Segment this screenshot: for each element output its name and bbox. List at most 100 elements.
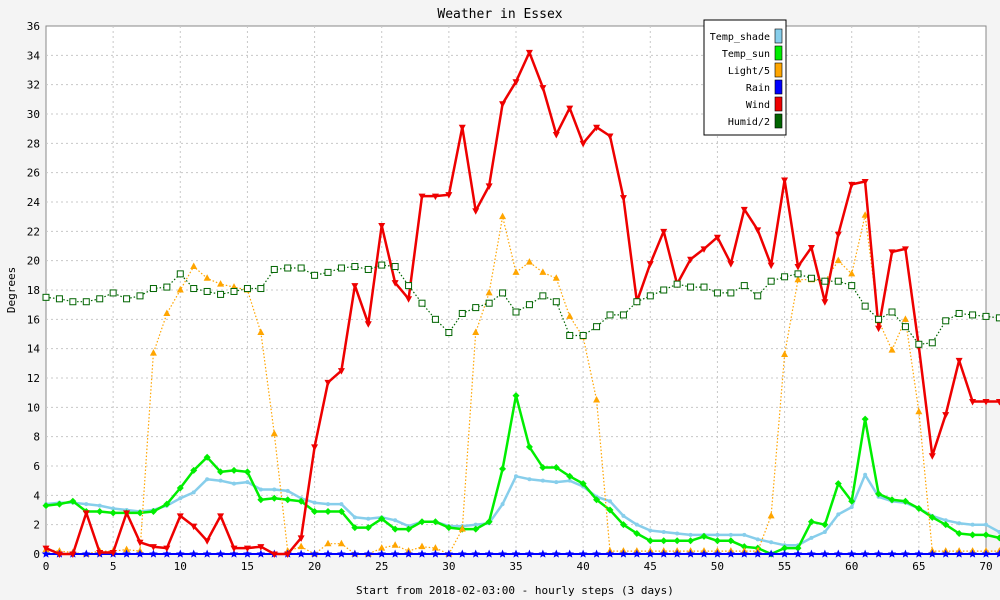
data-point (633, 529, 641, 537)
series-layer (41, 49, 1000, 558)
data-point (942, 521, 950, 529)
x-tick-label: 45 (644, 560, 657, 573)
y-tick-label: 10 (27, 401, 40, 414)
data-point (943, 518, 948, 523)
data-point (660, 537, 668, 545)
data-point (178, 496, 183, 501)
data-point (149, 544, 157, 551)
data-point (740, 549, 749, 558)
data-point (539, 85, 547, 92)
data-point (659, 549, 668, 558)
data-point (149, 507, 157, 515)
data-point (378, 515, 386, 523)
data-point (485, 518, 493, 526)
data-point (661, 530, 666, 534)
data-point (807, 274, 815, 282)
data-point (981, 549, 991, 558)
data-point (809, 535, 814, 540)
data-point (323, 549, 333, 558)
data-point (525, 443, 533, 451)
data-point (310, 549, 319, 558)
data-point (404, 549, 413, 558)
data-point (969, 531, 977, 539)
data-point (69, 497, 77, 505)
data-point (915, 407, 923, 415)
data-point (968, 549, 977, 558)
data-point (257, 285, 265, 293)
data-point (473, 522, 478, 527)
data-point (123, 295, 131, 303)
data-point (297, 264, 305, 272)
data-point (742, 532, 747, 537)
data-point (593, 323, 601, 331)
data-point (995, 534, 1000, 542)
data-point (901, 549, 910, 558)
data-point (512, 79, 520, 86)
data-point (539, 268, 547, 275)
data-point (608, 499, 612, 504)
x-tick-label: 50 (711, 560, 724, 573)
data-point (203, 287, 211, 295)
data-point (928, 549, 937, 558)
data-point (176, 286, 184, 293)
data-point (566, 312, 574, 319)
data-point (740, 206, 748, 214)
series-line (45, 473, 1000, 547)
data-point (888, 496, 896, 504)
data-point (646, 549, 655, 558)
data-point (324, 539, 332, 547)
data-point (458, 525, 466, 532)
data-point (512, 268, 520, 275)
x-tick-label: 25 (375, 560, 388, 573)
data-point (821, 277, 829, 285)
data-point (123, 545, 131, 553)
data-point (297, 497, 305, 505)
data-point (366, 516, 371, 521)
data-point (189, 549, 198, 558)
legend-label: Rain (746, 83, 770, 94)
data-point (405, 296, 413, 303)
data-point (337, 264, 345, 272)
data-point (713, 549, 722, 558)
data-point (688, 532, 693, 537)
data-point (82, 298, 90, 306)
data-point (270, 429, 278, 437)
data-point (284, 264, 292, 272)
data-point (96, 295, 104, 303)
y-tick-label: 28 (27, 137, 40, 150)
data-point (781, 273, 789, 281)
data-point (176, 549, 185, 558)
data-point (619, 311, 627, 319)
data-point (566, 472, 574, 480)
data-point (498, 549, 507, 558)
data-point (245, 480, 250, 485)
grid-layer (46, 26, 986, 554)
data-point (525, 549, 534, 558)
data-point (326, 502, 330, 507)
data-point (471, 549, 480, 558)
data-point (256, 549, 266, 558)
data-point (55, 500, 63, 508)
x-tick-label: 10 (174, 560, 187, 573)
data-point (176, 484, 184, 492)
data-point (230, 545, 238, 553)
data-point (270, 551, 278, 558)
data-point (942, 317, 950, 325)
data-point (484, 549, 494, 558)
y-tick-label: 0 (33, 548, 40, 561)
data-point (861, 178, 869, 186)
x-tick-label: 30 (442, 560, 455, 573)
data-point (606, 133, 614, 140)
data-point (350, 549, 360, 558)
x-tick-label: 35 (509, 560, 522, 573)
data-point (863, 472, 868, 477)
y-tick-label: 24 (27, 196, 41, 209)
data-point (955, 309, 963, 317)
y-tick-label: 4 (33, 489, 40, 502)
legend-swatch (774, 28, 783, 44)
data-point (391, 280, 399, 287)
data-point (257, 496, 265, 504)
data-point (646, 537, 654, 545)
